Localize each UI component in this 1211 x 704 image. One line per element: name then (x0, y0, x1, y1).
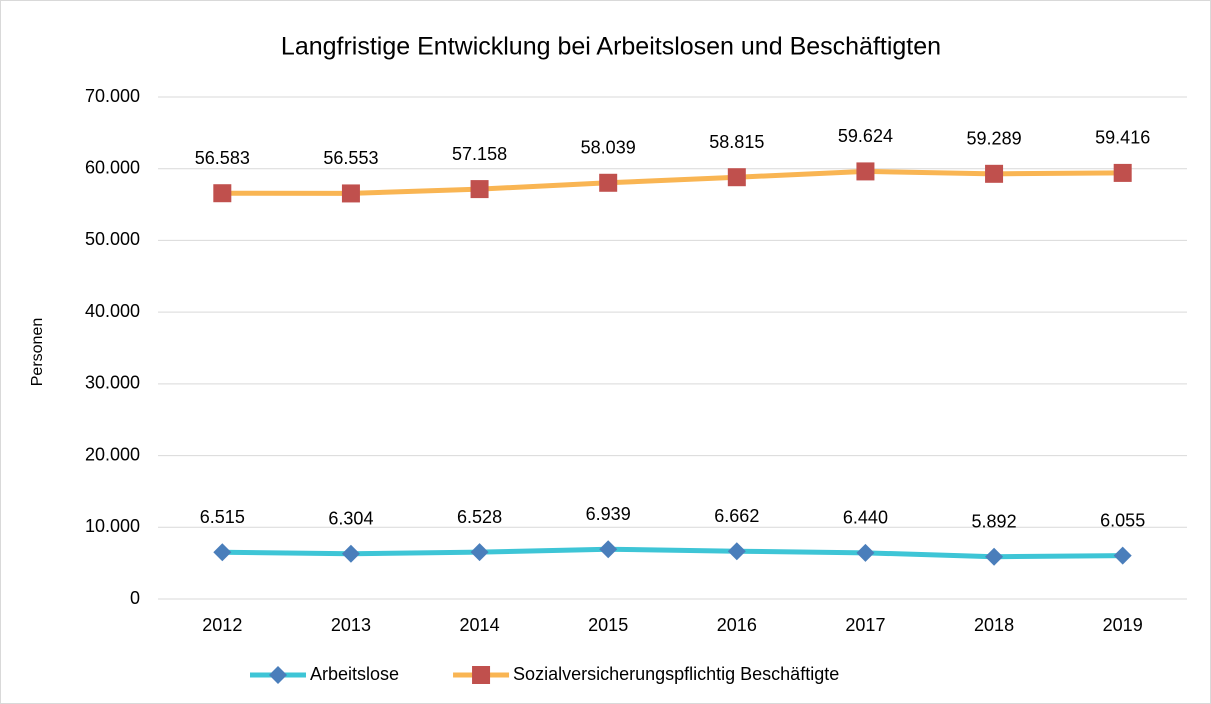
legend-marker (472, 666, 491, 684)
x-tick-label: 2014 (460, 615, 500, 635)
data-label: 57.158 (452, 144, 507, 164)
series-line (222, 546, 1123, 560)
x-tick-label: 2018 (974, 615, 1014, 635)
legend-label: Sozialversicherungspflichtig Beschäftigt… (513, 664, 839, 684)
data-label: 56.553 (323, 148, 378, 168)
x-tick-label: 2016 (717, 615, 757, 635)
x-tick-label: 2019 (1103, 615, 1143, 635)
x-tick-label: 2017 (845, 615, 885, 635)
data-point (985, 547, 1004, 566)
data-label: 56.583 (195, 148, 250, 168)
data-point (727, 542, 746, 561)
data-label: 6.304 (328, 509, 373, 529)
y-tick-label: 10.000 (85, 516, 140, 536)
data-point (213, 184, 232, 203)
legend-marker (269, 666, 287, 684)
data-point (470, 180, 489, 199)
x-tick-label: 2015 (588, 615, 628, 635)
y-axis-label: Personen (29, 318, 46, 387)
y-tick-label: 70.000 (85, 86, 140, 106)
chart-title: Langfristige Entwicklung bei Arbeitslose… (281, 33, 941, 61)
data-label: 6.515 (200, 507, 245, 527)
data-point (985, 164, 1004, 183)
x-tick-label: 2012 (202, 615, 242, 635)
data-point (856, 543, 875, 562)
data-point (856, 162, 875, 181)
y-tick-label: 0 (130, 588, 140, 608)
data-label: 59.289 (967, 129, 1022, 149)
x-tick-label: 2013 (331, 615, 371, 635)
data-label: 6.528 (457, 507, 502, 527)
data-label: 6.662 (714, 506, 759, 526)
data-label: 6.939 (586, 504, 631, 524)
data-point (341, 184, 360, 203)
data-label: 58.039 (581, 138, 636, 158)
data-point (470, 543, 489, 562)
data-point (1113, 163, 1132, 182)
data-label: 59.416 (1095, 128, 1150, 148)
y-tick-label: 50.000 (85, 229, 140, 249)
y-tick-label: 30.000 (85, 373, 140, 393)
data-point (1113, 546, 1132, 565)
data-label: 58.815 (709, 132, 764, 152)
y-tick-label: 60.000 (85, 157, 140, 177)
data-label: 6.440 (843, 508, 888, 528)
data-label: 59.624 (838, 126, 893, 146)
y-tick-label: 20.000 (85, 444, 140, 464)
data-point (599, 540, 618, 559)
series-line (222, 168, 1123, 196)
data-label: 6.055 (1100, 510, 1145, 530)
y-tick-label: 40.000 (85, 301, 140, 321)
data-point (213, 543, 232, 562)
data-point (341, 544, 360, 563)
data-point (727, 168, 746, 187)
data-point (599, 173, 618, 192)
legend-label: Arbeitslose (310, 664, 399, 684)
data-label: 5.892 (972, 511, 1017, 531)
